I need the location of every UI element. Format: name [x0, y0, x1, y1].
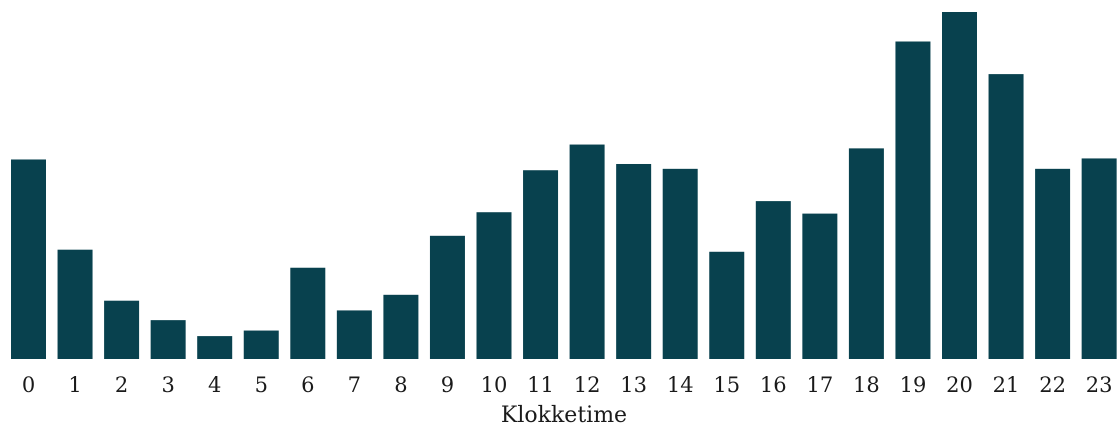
bar-hour-6: [290, 267, 326, 359]
x-tick-labels: 0 1 2 3 4 5 6 7 8 9 10 11 12 13 14 15 16 17 18 19 20 21 22 23: [22, 373, 1113, 397]
x-tick-label: 3: [161, 373, 174, 397]
x-tick-label: 17: [806, 373, 833, 397]
bar-hour-14: [662, 168, 698, 359]
bar-hour-2: [104, 300, 140, 359]
x-tick-label: 0: [22, 373, 35, 397]
bar-hour-4: [197, 336, 233, 359]
x-tick-label: 16: [760, 373, 787, 397]
bar-hour-5: [243, 330, 279, 359]
bar-hour-8: [383, 294, 419, 359]
x-tick-label: 2: [115, 373, 128, 397]
x-tick-label: 15: [713, 373, 740, 397]
x-tick-label: 18: [853, 373, 880, 397]
x-tick-label: 9: [441, 373, 454, 397]
bar-hour-20: [942, 12, 977, 359]
x-tick-label: 14: [667, 373, 694, 397]
x-axis-title: Klokketime: [501, 403, 627, 428]
bar-hour-18: [848, 148, 884, 359]
x-tick-label: 22: [1039, 373, 1066, 397]
bar-hour-19: [895, 41, 931, 359]
bar-hour-3: [150, 320, 186, 359]
bar-hour-22: [1035, 168, 1071, 359]
bar-hour-11: [523, 170, 559, 359]
x-tick-label: 10: [481, 373, 508, 397]
bar-hour-0: [11, 159, 46, 359]
x-tick-label: 13: [620, 373, 647, 397]
x-tick-label: 1: [68, 373, 81, 397]
bar-hour-7: [336, 310, 372, 359]
x-tick-label: 8: [394, 373, 407, 397]
bar-hour-1: [57, 249, 93, 359]
x-tick-label: 5: [255, 373, 268, 397]
bar-hour-13: [616, 163, 652, 359]
bar-hour-12: [569, 144, 605, 359]
x-tick-label: 21: [993, 373, 1020, 397]
x-tick-label: 6: [301, 373, 314, 397]
x-tick-label: 11: [527, 373, 554, 397]
x-tick-label: 4: [208, 373, 221, 397]
bar-hour-15: [709, 251, 745, 359]
bar-hour-9: [429, 235, 465, 359]
x-tick-label: 7: [348, 373, 361, 397]
bar-hour-21: [988, 74, 1024, 360]
x-tick-label: 20: [946, 373, 973, 397]
x-tick-label: 12: [574, 373, 601, 397]
bar-hour-23: [1081, 158, 1117, 359]
x-tick-label: 23: [1086, 373, 1113, 397]
bar-hour-17: [802, 213, 838, 359]
bar-hour-16: [755, 201, 791, 359]
bars-group: [11, 12, 1117, 360]
bar-hour-10: [476, 212, 512, 359]
x-tick-label: 19: [900, 373, 927, 397]
